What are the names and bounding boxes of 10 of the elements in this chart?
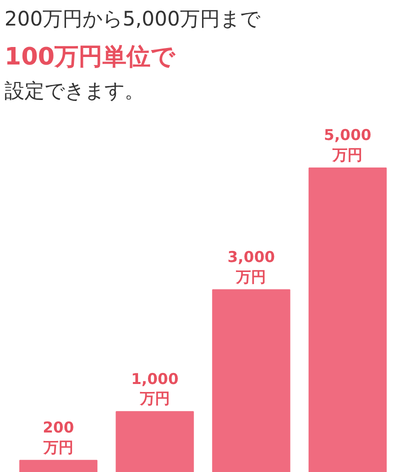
chart-subtitle: 100万円単位で設定できます。	[4, 42, 177, 102]
data-label: 3,000 万円	[227, 248, 275, 286]
bar	[212, 289, 290, 472]
data-label: 5,000 万円	[324, 126, 372, 164]
bar	[308, 167, 387, 472]
bar	[19, 460, 98, 472]
data-label: 1,000 万円	[131, 370, 179, 408]
data-label: 200 万円	[42, 418, 74, 456]
chart-title: 200万円から5,000万円まで	[4, 6, 261, 30]
bar	[116, 411, 194, 472]
